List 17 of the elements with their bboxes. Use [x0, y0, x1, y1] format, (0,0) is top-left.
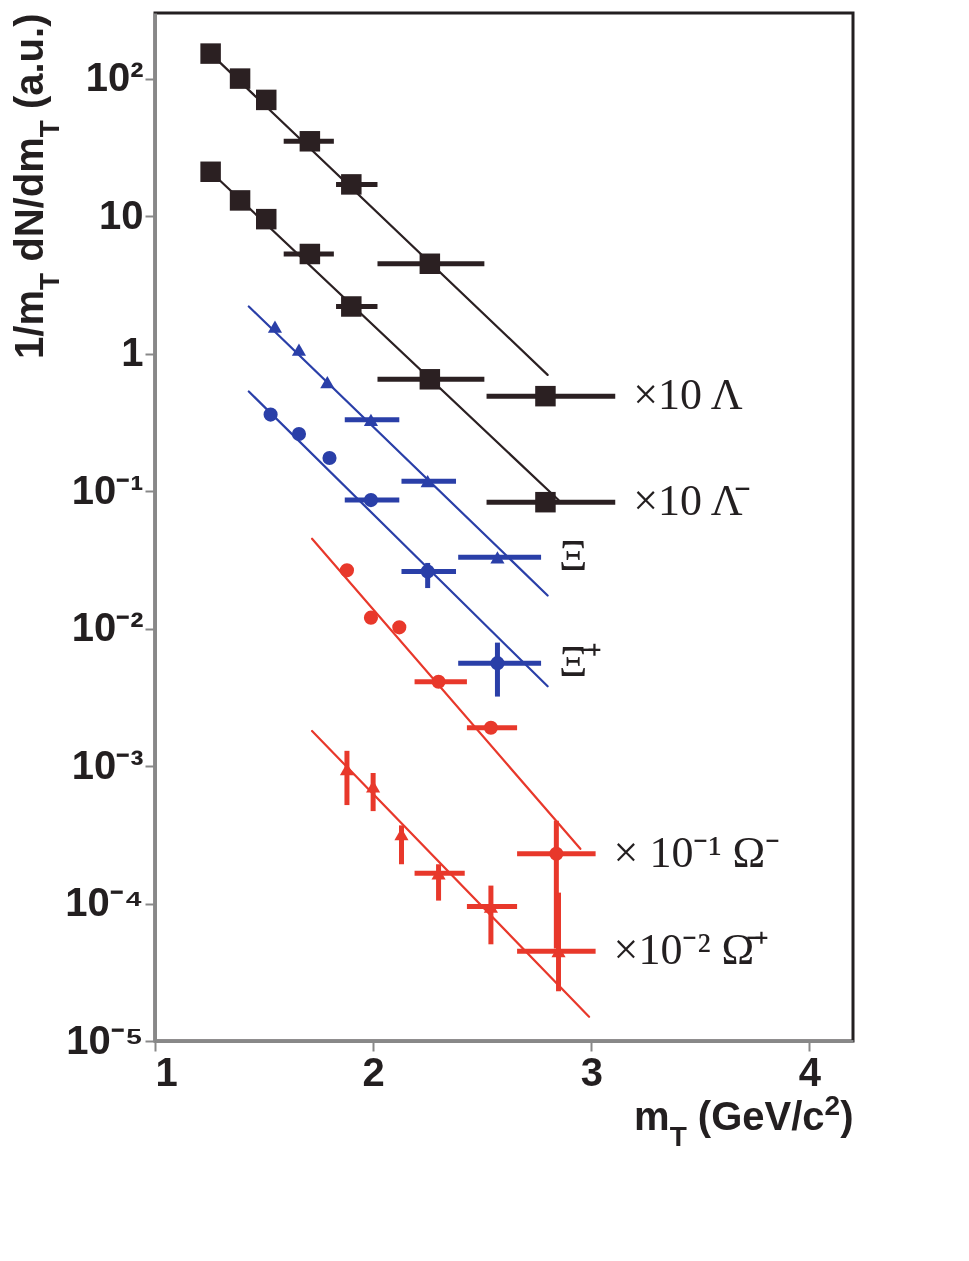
- series-label: × 10⁻¹ Ω⁻: [613, 827, 781, 877]
- y-tick-label: 10: [99, 192, 144, 237]
- x-tick-label: 3: [580, 1049, 603, 1094]
- series-label: ×10 Λ: [633, 370, 743, 420]
- y-tick-label: 10⁻³: [71, 742, 144, 787]
- series-label: ×10 Λ̄: [633, 476, 750, 526]
- y-tick-label: 10⁻⁵: [66, 1017, 144, 1062]
- y-tick-label: 10²: [85, 55, 144, 100]
- x-tick-label: 2: [362, 1049, 385, 1094]
- series-label: Ξ: [559, 531, 588, 581]
- y-tick-label: 10⁻⁴: [65, 880, 144, 925]
- series-label: Ξ̄⁺: [559, 637, 603, 687]
- y-tick-label: 1: [121, 330, 144, 375]
- y-tick-label: 10⁻¹: [71, 467, 144, 512]
- x-tick-label: 1: [155, 1049, 178, 1094]
- y-tick-label: 10⁻²: [71, 605, 144, 650]
- series-label: ×10⁻² Ω̄⁺: [613, 925, 770, 975]
